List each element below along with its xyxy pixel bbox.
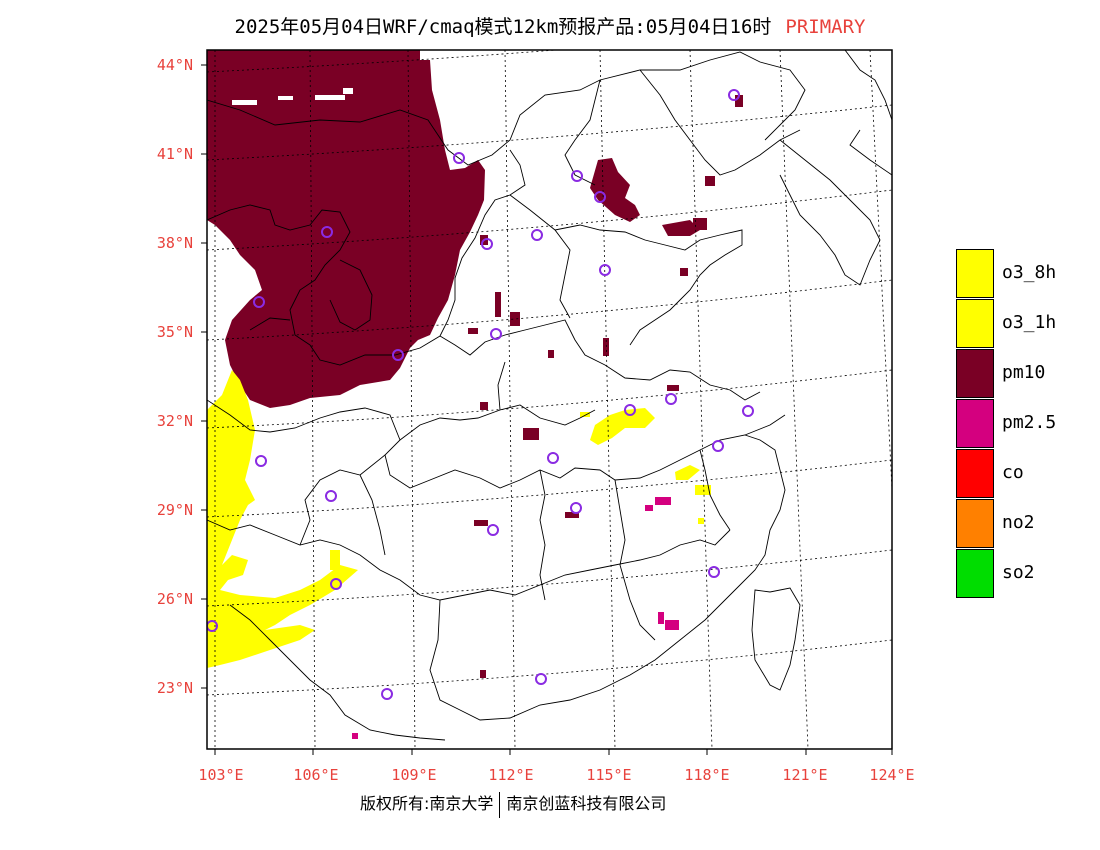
gap xyxy=(315,95,345,100)
graticule xyxy=(207,50,892,749)
o3-region-southwest xyxy=(207,370,358,668)
boundary-lines xyxy=(207,50,892,741)
pm10-spot xyxy=(565,512,579,518)
lat-label: 44°N xyxy=(156,56,193,74)
copyright-footer: 版权所有:南京大学 南京创蓝科技有限公司 xyxy=(360,790,666,818)
legend-label: co xyxy=(1002,462,1024,483)
gap xyxy=(343,88,353,94)
legend-label: o3_1h xyxy=(1002,312,1057,333)
pm10-region-beijing xyxy=(590,158,640,222)
primary-tag: PRIMARY xyxy=(785,16,866,38)
pm10-spot xyxy=(667,385,679,391)
station-markers xyxy=(207,89,754,700)
pm25-spot xyxy=(658,612,664,624)
pm10-spot xyxy=(495,292,501,317)
footer-separator xyxy=(499,791,501,818)
legend-swatch xyxy=(956,299,994,348)
pm10-region-tianjin xyxy=(662,220,700,236)
map-frame xyxy=(206,49,893,750)
lon-label: 124°E xyxy=(869,766,915,784)
pm10-spot xyxy=(693,218,707,230)
lat-label: 35°N xyxy=(156,323,193,341)
copyright-left: 版权所有:南京大学 xyxy=(360,794,494,813)
o3-spot xyxy=(695,485,711,495)
pm25-spot xyxy=(665,620,679,630)
o3-spot xyxy=(330,550,340,570)
legend-label: so2 xyxy=(1002,562,1035,583)
o3-region-zhejiang xyxy=(675,465,700,480)
lon-label: 115°E xyxy=(586,766,632,784)
pm10-spot xyxy=(735,95,743,107)
pm10-spot xyxy=(474,520,488,526)
lat-label: 29°N xyxy=(156,501,193,519)
lon-label: 112°E xyxy=(488,766,534,784)
lat-label: 26°N xyxy=(156,590,193,608)
lat-label: 32°N xyxy=(156,412,193,430)
pm10-spot xyxy=(680,268,688,276)
pm10-spot xyxy=(603,338,609,356)
lon-label: 106°E xyxy=(293,766,339,784)
pm10-spot xyxy=(510,312,520,326)
pm10-spot xyxy=(523,428,539,440)
lat-label: 41°N xyxy=(156,145,193,163)
map-title: 2025年05月04日WRF/cmaq模式12km预报产品:05月04日16时 P… xyxy=(234,16,866,38)
lon-label: 118°E xyxy=(684,766,730,784)
legend-label: o3_8h xyxy=(1002,262,1057,283)
pm25-spot xyxy=(655,497,671,505)
pm25-spot xyxy=(645,505,653,511)
legend-swatch xyxy=(956,349,994,398)
lat-label: 23°N xyxy=(156,679,193,697)
gap xyxy=(232,100,257,105)
pm10-spot xyxy=(548,350,554,358)
legend-label: pm2.5 xyxy=(1002,412,1057,433)
pm10-spot xyxy=(468,328,478,334)
pm10-spot xyxy=(480,402,488,410)
legend-swatch xyxy=(956,499,994,548)
pm10-spot xyxy=(705,176,715,186)
legend-swatch xyxy=(956,549,994,598)
o3-spot xyxy=(580,412,590,417)
gap xyxy=(278,96,293,100)
lon-label: 109°E xyxy=(391,766,437,784)
pm25-spot xyxy=(352,733,358,739)
legend-swatch xyxy=(956,249,994,298)
axis-ticks xyxy=(201,64,893,755)
copyright-right: 南京创蓝科技有限公司 xyxy=(506,794,667,813)
o3-spot xyxy=(698,518,704,524)
lon-label: 121°E xyxy=(782,766,828,784)
legend-label: pm10 xyxy=(1002,362,1046,383)
legend-swatch xyxy=(956,449,994,498)
lat-label: 38°N xyxy=(156,234,193,252)
pm10-spot xyxy=(480,670,486,678)
legend-label: no2 xyxy=(1002,512,1035,533)
lon-label: 103°E xyxy=(198,766,244,784)
legend-swatch xyxy=(956,399,994,448)
o3-region-jiangxi xyxy=(590,408,655,445)
